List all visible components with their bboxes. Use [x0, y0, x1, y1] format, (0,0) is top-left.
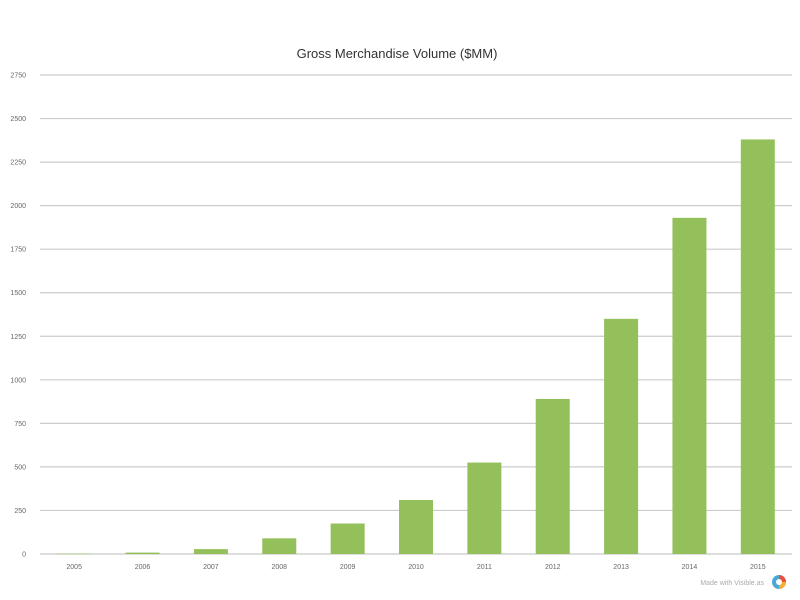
bars: [57, 139, 775, 555]
x-tick-label: 2015: [750, 564, 766, 571]
visible-logo-icon[interactable]: [772, 575, 786, 589]
y-axis-ticks: 0 250 500 750 1000 1250 1500 1750 2000 2250 2500 27…: [10, 73, 26, 559]
bar[interactable]: [467, 462, 502, 554]
bar[interactable]: [193, 549, 228, 554]
x-tick-label: 2008: [271, 564, 287, 571]
y-tick-label: 2250: [10, 160, 26, 167]
x-axis-ticks: 2005 2006 2007 2008 2009 2010 2011 2012 2013 2014…: [66, 564, 765, 571]
x-tick-label: 2005: [66, 564, 82, 571]
x-tick-label: 2006: [135, 564, 151, 571]
bar[interactable]: [535, 398, 570, 554]
x-tick-label: 2014: [682, 564, 698, 571]
bar[interactable]: [672, 217, 707, 554]
y-tick-label: 750: [14, 421, 26, 428]
x-tick-label: 2012: [545, 564, 561, 571]
x-tick-label: 2011: [477, 564, 492, 571]
bar[interactable]: [740, 139, 775, 554]
bar[interactable]: [125, 552, 160, 554]
y-tick-label: 1500: [10, 290, 26, 297]
bar[interactable]: [57, 553, 92, 555]
x-tick-label: 2010: [408, 564, 424, 571]
y-tick-label: 0: [22, 552, 26, 559]
bar[interactable]: [399, 500, 433, 554]
x-tick-label: 2007: [203, 564, 219, 571]
y-tick-label: 2750: [10, 73, 26, 80]
y-tick-label: 1750: [10, 247, 26, 254]
y-tick-label: 2500: [10, 116, 26, 123]
gridlines: [40, 74, 792, 555]
y-tick-label: 1000: [10, 377, 26, 384]
bar[interactable]: [330, 523, 365, 554]
bar[interactable]: [604, 318, 639, 554]
x-tick-label: 2013: [613, 564, 629, 571]
x-tick-label: 2009: [340, 564, 356, 571]
y-tick-label: 500: [14, 464, 26, 471]
watermark-text: Made with Visible.as: [700, 580, 764, 587]
y-tick-label: 2000: [10, 203, 26, 210]
chart-title: Gross Merchandise Volume ($MM): [297, 46, 498, 61]
y-tick-label: 1250: [10, 334, 26, 341]
bar[interactable]: [262, 538, 297, 554]
y-tick-label: 250: [14, 508, 26, 515]
